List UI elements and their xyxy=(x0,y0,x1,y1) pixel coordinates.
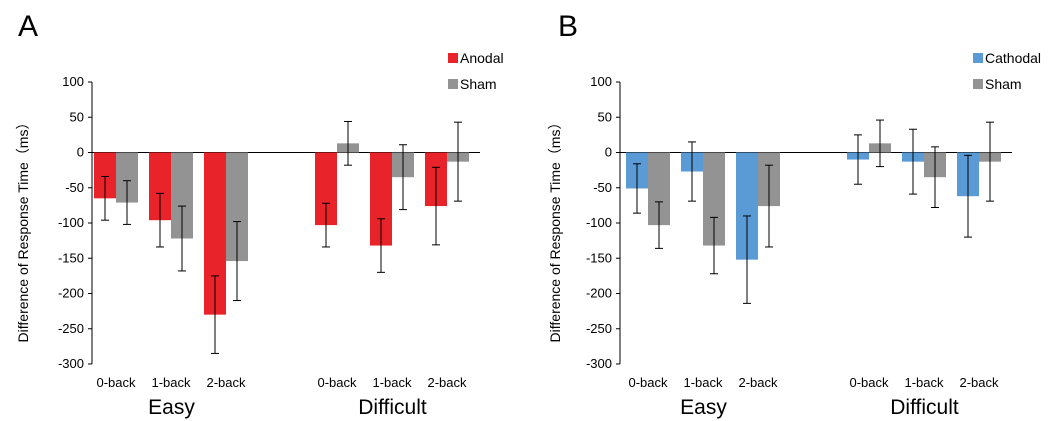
legend-swatch xyxy=(973,53,983,63)
error-bar xyxy=(432,166,440,246)
bar-anodal xyxy=(370,152,392,246)
y-tick-label: -100 xyxy=(58,215,84,230)
group-label: Difficult xyxy=(890,396,959,419)
legend-label: Anodal xyxy=(460,50,504,66)
bar-anodal xyxy=(204,152,226,315)
category-label: 1-back xyxy=(683,375,723,390)
y-tick-label: 100 xyxy=(62,74,84,89)
error-bar xyxy=(743,215,751,304)
category-label: 1-back xyxy=(904,375,944,390)
bar-anodal xyxy=(315,152,337,226)
error-bar xyxy=(765,164,773,248)
y-tick-label: -100 xyxy=(586,215,612,230)
legend-label: Sham xyxy=(460,76,497,92)
y-tick-label: -200 xyxy=(58,286,84,301)
error-bar xyxy=(156,192,164,248)
chart-panel-A: A 100 50 0 -50 -100 -150 -200 -250 -300 Difference… xyxy=(15,10,504,419)
category-label: 0-back xyxy=(317,375,357,390)
bar-sham xyxy=(648,152,670,226)
bar-anodal xyxy=(149,152,171,221)
y-tick-label: 50 xyxy=(598,109,612,124)
error-bar xyxy=(454,121,462,202)
legend-label: Sham xyxy=(985,76,1022,92)
error-bar xyxy=(854,134,862,185)
error-bar xyxy=(964,154,972,238)
panel-letter: B xyxy=(558,10,578,43)
y-tick-label: -250 xyxy=(58,321,84,336)
error-bar xyxy=(931,146,939,208)
category-label: 0-back xyxy=(849,375,889,390)
category-label: 2-back xyxy=(959,375,999,390)
error-bar xyxy=(876,119,884,168)
bar-sham xyxy=(171,152,193,239)
y-tick-label: -300 xyxy=(586,356,612,371)
error-bar xyxy=(211,275,219,354)
chart-panel-B: B 100 50 0 -50 -100 -150 -200 -250 -300 Difference… xyxy=(547,10,1041,419)
error-bar xyxy=(986,121,994,202)
panel-letter: A xyxy=(18,10,38,43)
legend-swatch xyxy=(973,79,983,89)
category-label: 0-back xyxy=(96,375,136,390)
bar-anodal xyxy=(94,152,116,199)
error-bar xyxy=(101,175,109,221)
error-bar xyxy=(909,128,917,195)
y-tick-label: 0 xyxy=(77,145,84,160)
y-tick-label: -150 xyxy=(586,250,612,265)
bar-sham xyxy=(116,152,138,203)
y-tick-label: 100 xyxy=(590,74,612,89)
legend-label: Cathodal xyxy=(985,50,1041,66)
error-bar xyxy=(377,218,385,273)
y-tick-label: -50 xyxy=(65,180,84,195)
category-label: 1-back xyxy=(151,375,191,390)
y-axis-label: Difference of Response Time（ms） xyxy=(15,116,31,343)
group-label: Difficult xyxy=(358,396,427,419)
category-label: 1-back xyxy=(372,375,412,390)
y-tick-label: 50 xyxy=(70,109,84,124)
error-bar xyxy=(655,201,663,249)
error-bar xyxy=(123,180,131,225)
bar-cathodal xyxy=(736,152,758,260)
y-tick-label: -200 xyxy=(586,286,612,301)
y-tick-label: -300 xyxy=(58,356,84,371)
y-tick-label: -50 xyxy=(593,180,612,195)
error-bar xyxy=(633,163,641,214)
y-axis-label: Difference of Response Time（ms） xyxy=(547,116,563,343)
y-tick-label: 0 xyxy=(605,145,612,160)
group-label: Easy xyxy=(680,396,727,419)
group-label: Easy xyxy=(148,396,195,419)
bar-sham xyxy=(226,152,248,262)
error-bar xyxy=(688,141,696,202)
error-bar xyxy=(322,202,330,248)
error-bar xyxy=(399,144,407,211)
category-label: 2-back xyxy=(427,375,467,390)
error-bar xyxy=(344,120,352,166)
legend-swatch xyxy=(448,79,458,89)
bar-sham xyxy=(703,152,725,246)
error-bar xyxy=(710,216,718,275)
y-tick-label: -150 xyxy=(58,250,84,265)
error-bar xyxy=(178,205,186,272)
category-label: 0-back xyxy=(628,375,668,390)
category-label: 2-back xyxy=(738,375,778,390)
error-bar xyxy=(233,221,241,302)
y-tick-label: -250 xyxy=(586,321,612,336)
legend-swatch xyxy=(448,53,458,63)
category-label: 2-back xyxy=(206,375,246,390)
